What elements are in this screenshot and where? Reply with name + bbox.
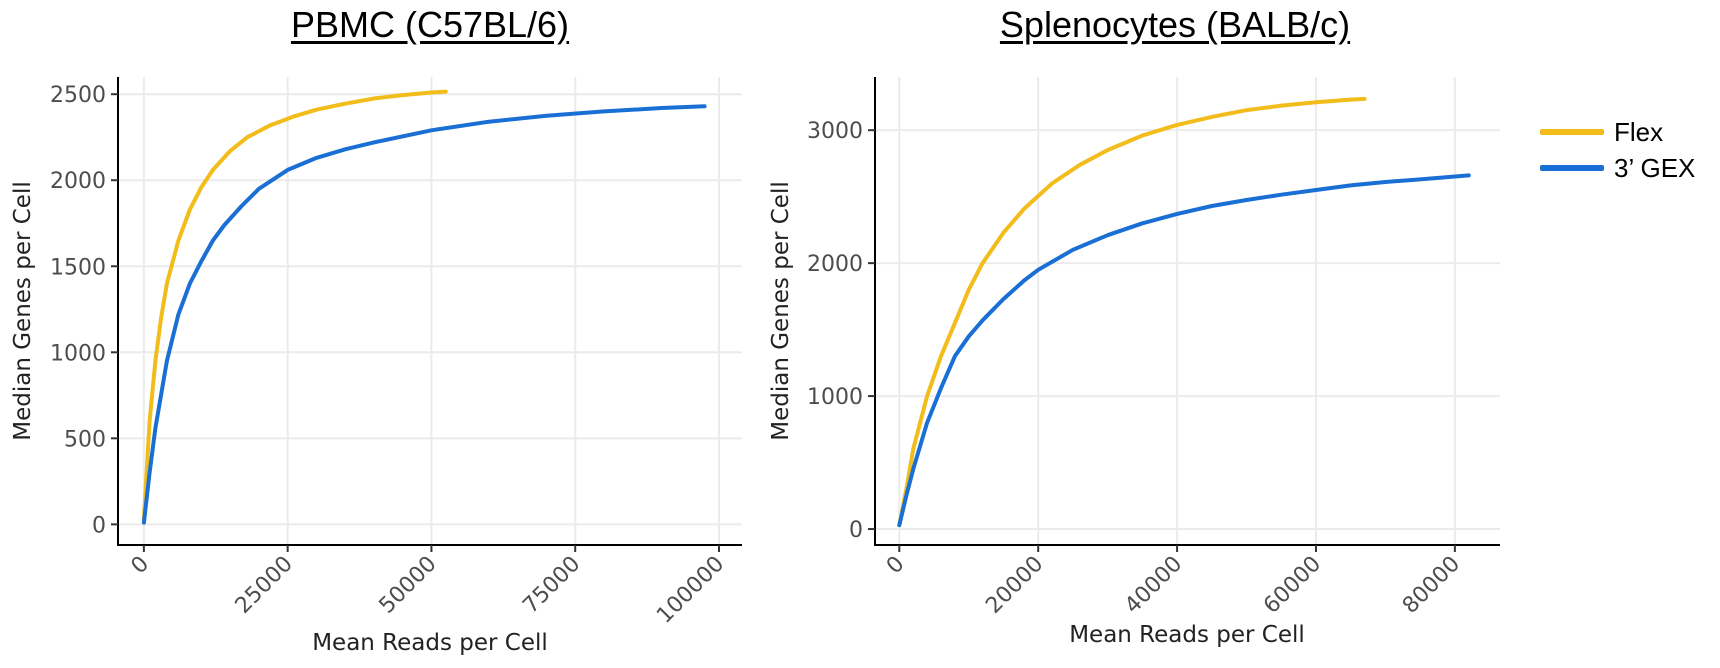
spleno-x-axis-label: Mean Reads per Cell — [1069, 622, 1305, 648]
spleno-series-flex-line — [897, 96, 1367, 528]
pbmc-y-tick-label-2500: 2500 — [50, 83, 106, 108]
pbmc-y-tick-label-0: 0 — [92, 513, 106, 538]
spleno-x-tick-label-20000: 20000 — [981, 552, 1048, 619]
pbmc-x-tick-label-50000: 50000 — [375, 552, 442, 619]
spleno-x-tick-label-60000: 60000 — [1259, 552, 1326, 619]
legend-item-flex: Flex — [1540, 114, 1695, 150]
pbmc-y-tick-label-1000: 1000 — [50, 341, 106, 366]
pbmc-x-tick-label-75000: 75000 — [518, 552, 585, 619]
legend-label-flex: Flex — [1614, 116, 1664, 147]
chart-title-splenocytes: Splenocytes (BALB/c) — [999, 4, 1351, 45]
spleno-y-tick-label-3000: 3000 — [807, 119, 863, 144]
pbmc-y-tick-label-1500: 1500 — [50, 255, 106, 280]
spleno-y-tick-label-0: 0 — [849, 518, 863, 543]
spleno-y-tick-label-1000: 1000 — [807, 385, 863, 410]
pbmc-series-gex-line — [141, 104, 707, 525]
pbmc-x-tick-label-25000: 25000 — [231, 552, 298, 619]
legend-item-gex: 3’ GEX — [1540, 150, 1695, 186]
legend-swatch-gex — [1540, 165, 1604, 171]
spleno-x-tick-label-80000: 80000 — [1398, 552, 1465, 619]
chart-title-pbmc: PBMC (C57BL/6) — [290, 4, 570, 45]
spleno-x-tick-label-40000: 40000 — [1120, 552, 1187, 619]
pbmc-y-axis-label: Median Genes per Cell — [10, 181, 36, 440]
spleno-y-tick-label-2000: 2000 — [807, 252, 863, 277]
legend-swatch-flex — [1540, 129, 1604, 135]
pbmc-series-flex-line — [141, 89, 448, 522]
spleno-x-tick-label-0: 0 — [882, 552, 910, 580]
spleno-series-gex-line — [897, 173, 1471, 528]
pbmc-y-tick-label-2000: 2000 — [50, 169, 106, 194]
pbmc-y-tick-label-500: 500 — [64, 427, 106, 452]
spleno-y-axis-label: Median Genes per Cell — [768, 181, 794, 440]
pbmc-x-axis-label: Mean Reads per Cell — [312, 630, 548, 656]
pbmc-x-tick-label-100000: 100000 — [652, 552, 729, 629]
legend-label-gex: 3’ GEX — [1614, 152, 1696, 183]
pbmc-x-tick-label-0: 0 — [127, 552, 155, 580]
legend: Flex 3’ GEX — [1540, 114, 1695, 186]
